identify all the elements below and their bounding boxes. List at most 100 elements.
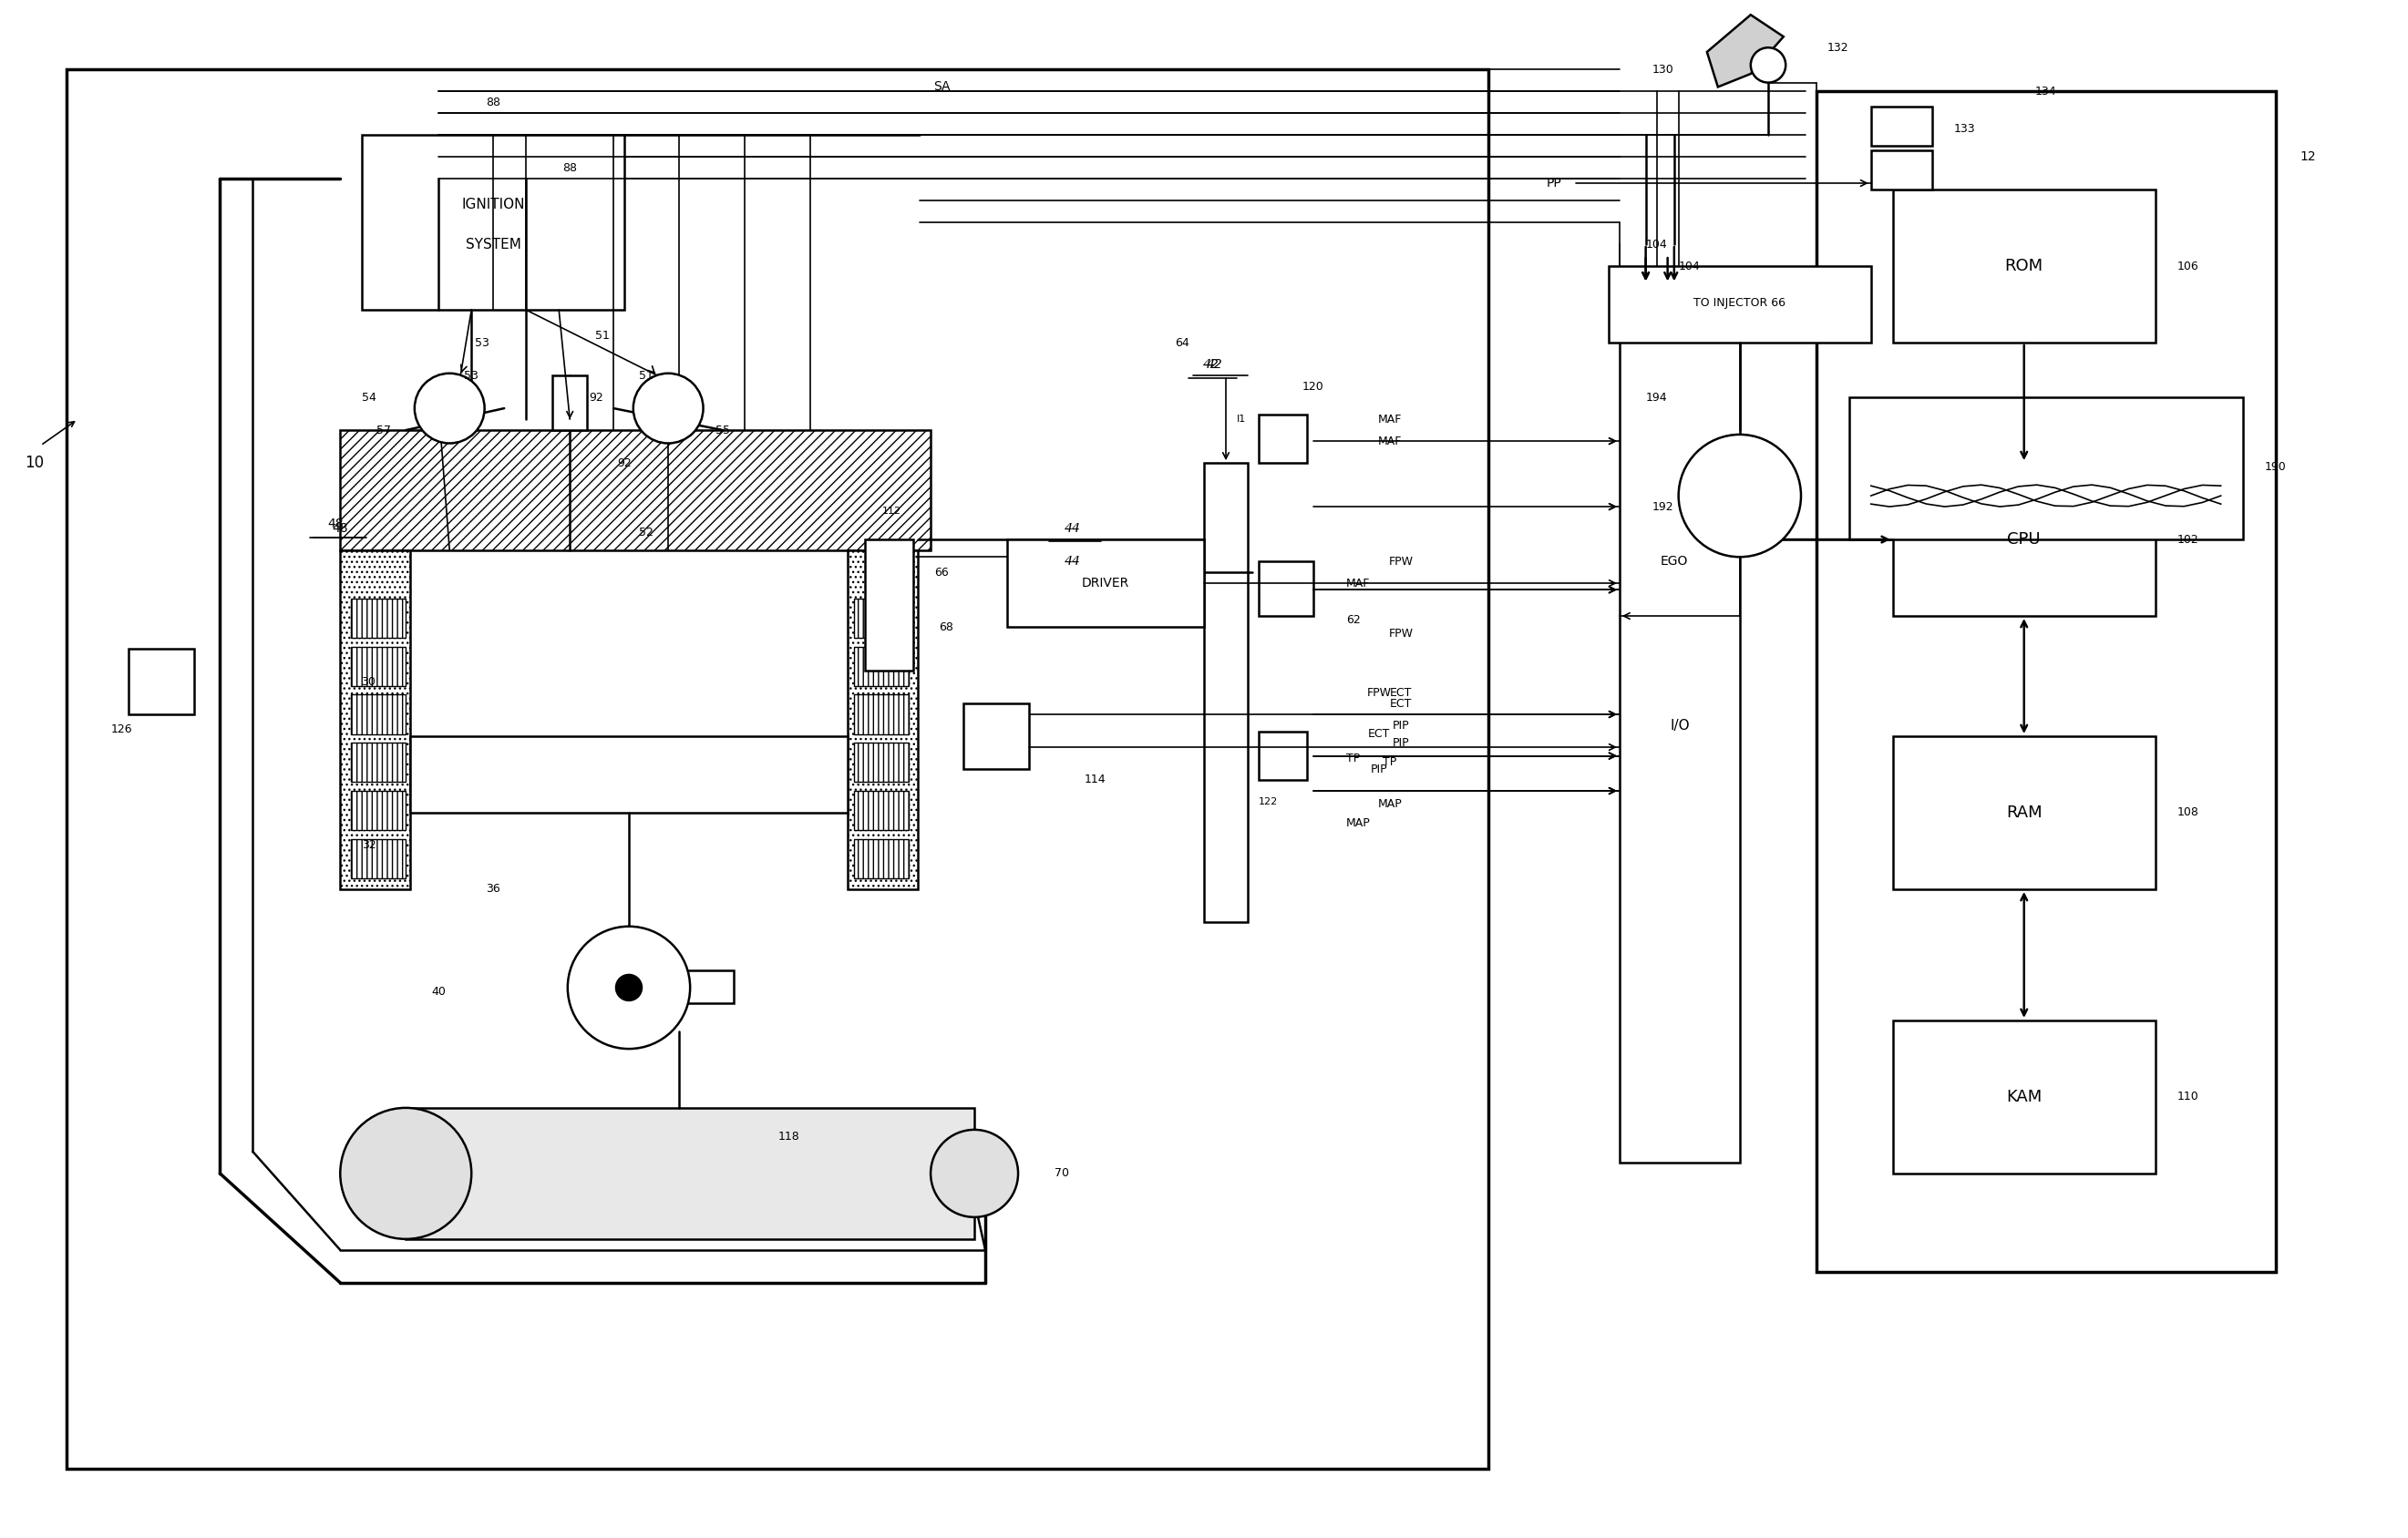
Bar xyxy=(409,737,848,812)
Text: TP: TP xyxy=(1346,752,1361,764)
Circle shape xyxy=(633,374,703,443)
Text: 190: 190 xyxy=(2264,461,2285,474)
Text: 40: 40 xyxy=(431,986,445,998)
Circle shape xyxy=(340,1107,472,1240)
Text: 126: 126 xyxy=(111,724,132,735)
Polygon shape xyxy=(1707,15,1784,88)
Bar xyxy=(340,431,929,551)
Text: 44: 44 xyxy=(1064,523,1081,535)
Bar xyxy=(855,743,908,783)
Text: TO INJECTOR 66: TO INJECTOR 66 xyxy=(1693,297,1787,309)
Text: 122: 122 xyxy=(1259,797,1279,806)
Text: 36: 36 xyxy=(486,883,501,895)
Text: RAM: RAM xyxy=(2006,804,2042,821)
Text: MAP: MAP xyxy=(1346,818,1370,829)
Text: ROM: ROM xyxy=(2006,258,2044,274)
Text: 110: 110 xyxy=(2177,1090,2199,1103)
Text: 108: 108 xyxy=(2177,807,2199,818)
Text: 62: 62 xyxy=(1346,614,1361,626)
Text: 48: 48 xyxy=(327,518,344,531)
Bar xyxy=(352,791,407,831)
Text: 57: 57 xyxy=(376,424,390,437)
Bar xyxy=(1816,91,2276,1272)
Text: 30: 30 xyxy=(361,675,376,687)
Text: IGNITION: IGNITION xyxy=(462,198,525,212)
Text: PP: PP xyxy=(1546,177,1560,189)
Bar xyxy=(361,135,624,311)
Bar xyxy=(864,540,913,671)
Text: 51: 51 xyxy=(595,331,609,341)
Bar xyxy=(1893,189,2155,343)
Bar xyxy=(848,551,917,889)
Text: 64: 64 xyxy=(1175,337,1190,349)
Bar xyxy=(855,838,908,878)
Text: 130: 130 xyxy=(1652,63,1674,75)
Text: FPW: FPW xyxy=(1368,686,1392,698)
Text: 112: 112 xyxy=(881,506,901,515)
Text: 52: 52 xyxy=(638,528,653,538)
Bar xyxy=(1259,732,1308,780)
Bar xyxy=(352,695,407,734)
Bar xyxy=(1871,151,1931,189)
Bar xyxy=(67,69,1488,1469)
Text: DRIVER: DRIVER xyxy=(1081,577,1129,589)
Bar xyxy=(855,598,908,638)
Text: 134: 134 xyxy=(2035,86,2056,97)
Text: KAM: KAM xyxy=(2006,1089,2042,1106)
Bar xyxy=(128,649,193,714)
Text: 133: 133 xyxy=(1955,123,1977,134)
Text: TP: TP xyxy=(1382,757,1397,769)
Bar xyxy=(963,703,1028,769)
Text: SYSTEM: SYSTEM xyxy=(465,237,520,251)
Text: 92: 92 xyxy=(590,392,604,403)
Text: 44: 44 xyxy=(1064,555,1081,568)
Text: SA: SA xyxy=(934,80,951,94)
Text: 106: 106 xyxy=(2177,260,2199,272)
Text: 88: 88 xyxy=(486,97,501,108)
Circle shape xyxy=(414,374,484,443)
Text: ECT: ECT xyxy=(1368,727,1389,740)
Text: PIP: PIP xyxy=(1392,737,1409,749)
Bar xyxy=(1871,106,1931,146)
Circle shape xyxy=(616,975,643,1001)
Bar xyxy=(407,1107,975,1240)
Bar xyxy=(352,838,407,878)
Bar xyxy=(855,695,908,734)
Text: 53: 53 xyxy=(474,337,489,349)
Text: 42: 42 xyxy=(1202,358,1218,371)
Text: 54: 54 xyxy=(361,392,376,403)
Text: ECT: ECT xyxy=(1389,686,1411,698)
Bar xyxy=(352,646,407,686)
Text: MAF: MAF xyxy=(1346,577,1370,589)
Text: 132: 132 xyxy=(1828,42,1849,54)
Text: PIP: PIP xyxy=(1392,720,1409,731)
Text: 32: 32 xyxy=(361,840,376,852)
Bar xyxy=(1621,288,1739,1163)
Text: 70: 70 xyxy=(1055,1167,1069,1180)
Circle shape xyxy=(1751,48,1787,83)
Bar xyxy=(551,375,588,431)
Text: 48: 48 xyxy=(332,523,349,535)
Text: FPW: FPW xyxy=(1389,555,1413,568)
Text: FPW: FPW xyxy=(1389,628,1413,640)
Text: 194: 194 xyxy=(1647,392,1666,403)
Text: 10: 10 xyxy=(24,455,43,471)
Text: 114: 114 xyxy=(1084,774,1105,786)
Bar xyxy=(1007,540,1204,628)
Circle shape xyxy=(1678,435,1801,557)
Text: 192: 192 xyxy=(1652,501,1674,512)
Text: 12: 12 xyxy=(2300,151,2316,163)
Circle shape xyxy=(568,926,691,1049)
Bar xyxy=(1204,463,1247,921)
Text: I1: I1 xyxy=(1235,415,1245,424)
Text: 104: 104 xyxy=(1678,260,1700,272)
Text: MAF: MAF xyxy=(1377,414,1401,424)
Text: 120: 120 xyxy=(1303,380,1324,392)
Bar xyxy=(1259,561,1312,617)
Text: 118: 118 xyxy=(778,1130,799,1143)
Text: PIP: PIP xyxy=(1370,763,1387,775)
Text: MAP: MAP xyxy=(1377,798,1401,811)
Text: 102: 102 xyxy=(2177,534,2199,546)
Bar xyxy=(669,970,734,1003)
Bar xyxy=(352,743,407,783)
